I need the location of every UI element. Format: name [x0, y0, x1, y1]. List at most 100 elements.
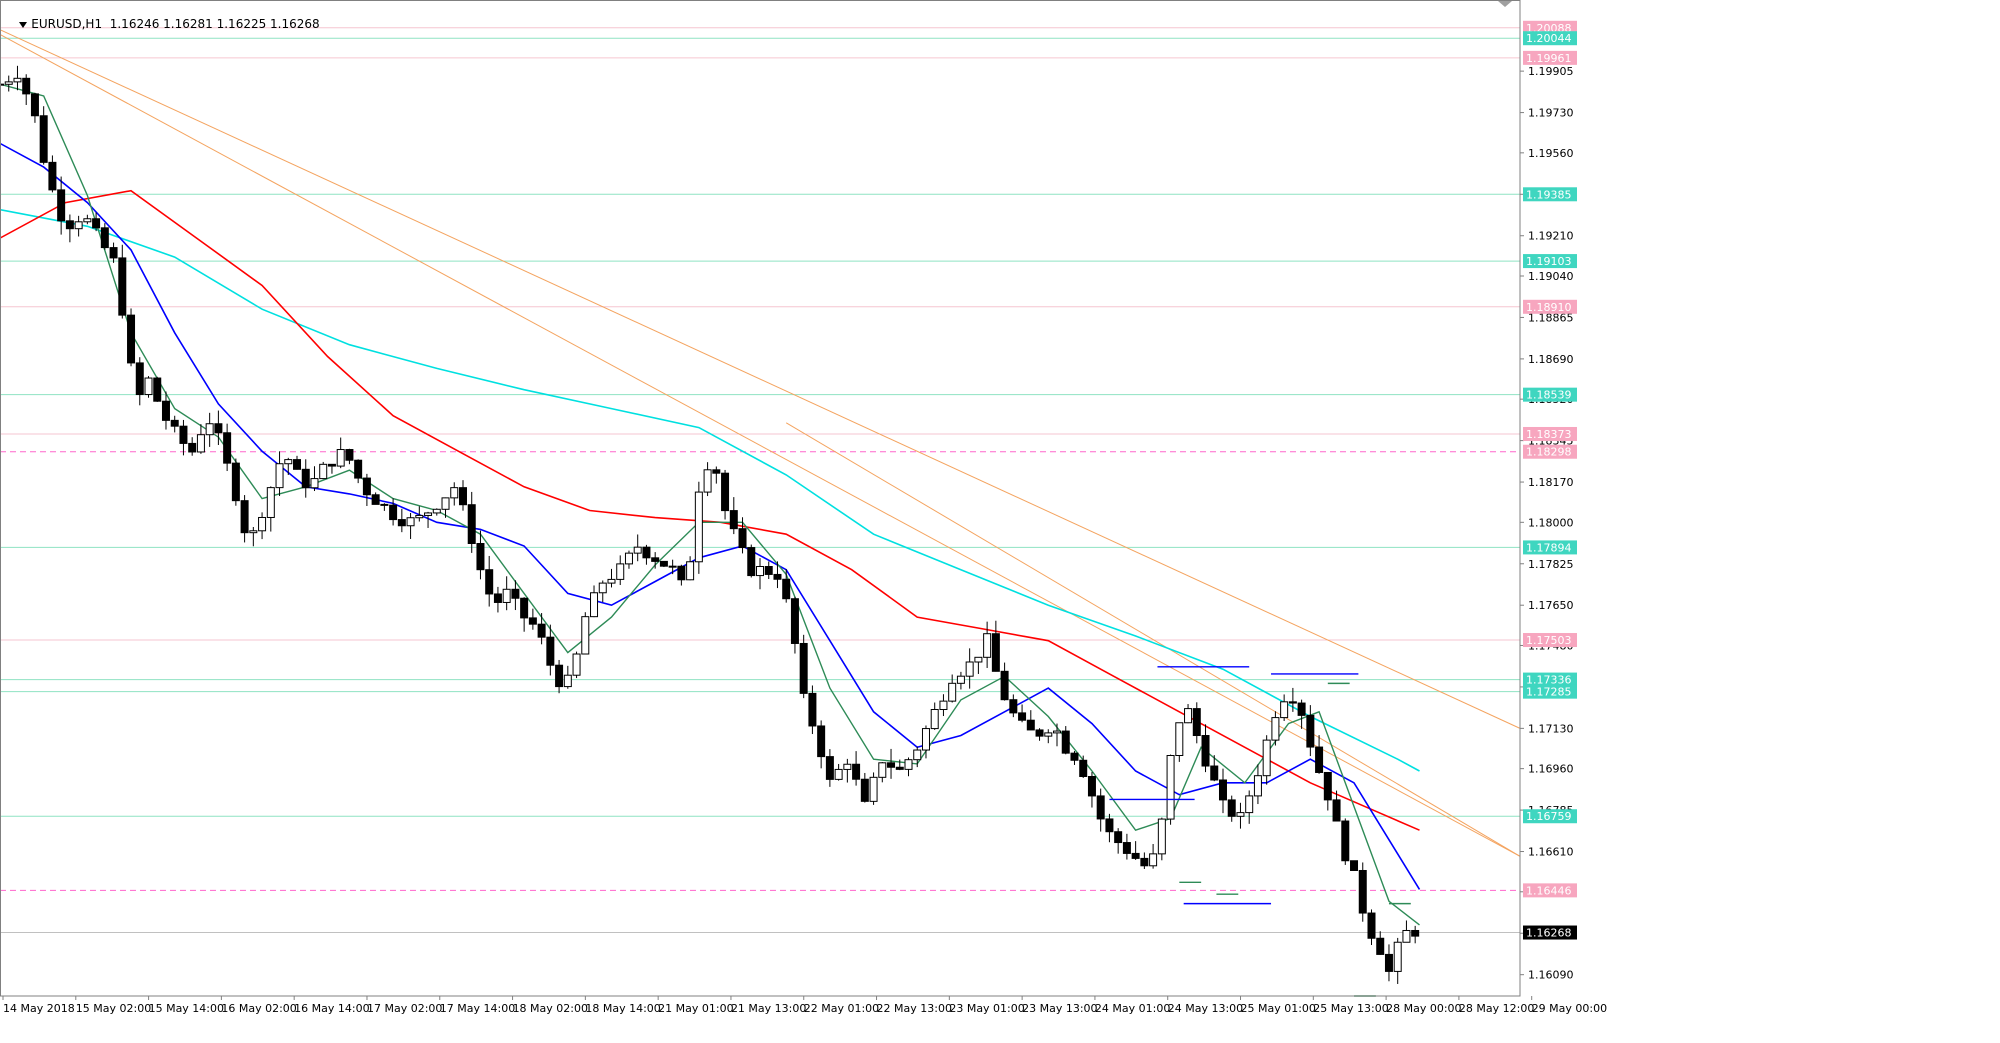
candle — [83, 218, 92, 223]
candle — [1096, 795, 1105, 820]
price-badge-label: 1.17894 — [1526, 541, 1572, 554]
candle — [860, 778, 869, 802]
candle — [1271, 717, 1280, 741]
y-tick-label: 1.16960 — [1528, 763, 1574, 776]
trend-line-0[interactable] — [0, 29, 1521, 729]
candle — [30, 93, 39, 117]
candle — [389, 504, 398, 521]
candle — [135, 362, 144, 396]
candle — [1105, 818, 1114, 833]
candle — [817, 725, 826, 758]
candle — [327, 463, 336, 467]
candle — [721, 472, 730, 512]
price-badge-2 — [1523, 50, 1577, 65]
candle — [668, 565, 677, 568]
candle — [1087, 776, 1096, 797]
price-badge-15 — [1523, 925, 1577, 940]
price-badge-1 — [1523, 31, 1577, 46]
candle — [1166, 755, 1175, 820]
candle — [467, 504, 476, 545]
candle — [773, 573, 782, 580]
candle — [1009, 699, 1018, 714]
candle — [808, 692, 817, 727]
candle — [170, 419, 179, 427]
candle — [319, 463, 328, 480]
x-tick-label: 25 May 01:00 — [1241, 1002, 1316, 1015]
x-tick-label: 28 May 00:00 — [1386, 1002, 1461, 1015]
y-tick-label: 1.18170 — [1528, 476, 1574, 489]
candle — [485, 569, 494, 595]
candle — [284, 459, 293, 465]
price-badge-label: 1.16446 — [1526, 884, 1572, 897]
candle — [397, 519, 406, 527]
ma-long-line — [0, 208, 1420, 772]
candle — [1384, 953, 1393, 972]
candle — [1393, 941, 1402, 972]
candle — [188, 442, 197, 453]
y-tick-label: 1.18690 — [1528, 353, 1574, 366]
candle — [703, 469, 712, 493]
x-tick-label: 22 May 13:00 — [877, 1002, 952, 1015]
x-tick-label: 29 May 00:00 — [1532, 1002, 1607, 1015]
candle — [39, 115, 48, 163]
price-badge-9 — [1523, 540, 1577, 555]
candle — [1000, 670, 1009, 701]
candle — [572, 653, 581, 676]
candle — [1315, 746, 1324, 773]
candle — [913, 749, 922, 761]
candle — [196, 434, 205, 453]
candle — [371, 494, 380, 505]
x-tick-label: 18 May 14:00 — [585, 1002, 660, 1015]
x-tick-label: 15 May 02:00 — [76, 1002, 151, 1015]
price-badge-label: 1.16759 — [1526, 810, 1572, 823]
price-badge-label: 1.20044 — [1526, 32, 1572, 45]
candle — [782, 578, 791, 600]
candle — [1402, 929, 1411, 943]
candle — [1053, 730, 1062, 734]
candle — [13, 77, 22, 83]
ma-mid-line — [0, 142, 1421, 890]
candle — [354, 459, 363, 479]
candle — [852, 763, 861, 780]
candle — [747, 547, 756, 577]
candle — [92, 218, 101, 229]
candle — [249, 530, 258, 534]
candle — [161, 400, 170, 421]
candle — [738, 528, 747, 549]
candle — [1262, 739, 1271, 777]
price-badge-3 — [1523, 187, 1577, 202]
trend-line-2[interactable] — [785, 422, 1521, 857]
candle — [1079, 759, 1088, 778]
trend-line-1[interactable] — [0, 33, 1521, 857]
shift-marker-icon[interactable] — [1498, 1, 1512, 7]
y-tick-label: 1.18865 — [1528, 311, 1574, 324]
candle — [1061, 730, 1070, 754]
candle — [965, 661, 974, 677]
candle — [1253, 775, 1262, 797]
candle — [1140, 857, 1149, 867]
chevron-down-icon[interactable] — [19, 21, 28, 28]
x-tick-label: 16 May 02:00 — [221, 1002, 296, 1015]
price-badge-label: 1.18910 — [1526, 301, 1572, 314]
candle — [939, 700, 948, 711]
candle — [65, 220, 74, 230]
candle — [948, 682, 957, 702]
candle — [825, 756, 834, 780]
price-badge-5 — [1523, 299, 1577, 314]
candle — [205, 423, 214, 436]
x-tick-label: 15 May 14:00 — [149, 1002, 224, 1015]
price-badge-label: 1.17503 — [1526, 634, 1572, 647]
price-badge-8 — [1523, 444, 1577, 459]
candle — [4, 81, 13, 85]
y-tick-label: 1.16610 — [1528, 846, 1574, 859]
y-tick-label: 1.17130 — [1528, 722, 1574, 735]
candle — [642, 546, 651, 559]
x-tick-label: 24 May 13:00 — [1168, 1002, 1243, 1015]
y-tick-label: 1.18000 — [1528, 516, 1574, 529]
ma-long — [0, 208, 1420, 772]
candle — [1236, 812, 1245, 817]
candle — [301, 468, 310, 489]
